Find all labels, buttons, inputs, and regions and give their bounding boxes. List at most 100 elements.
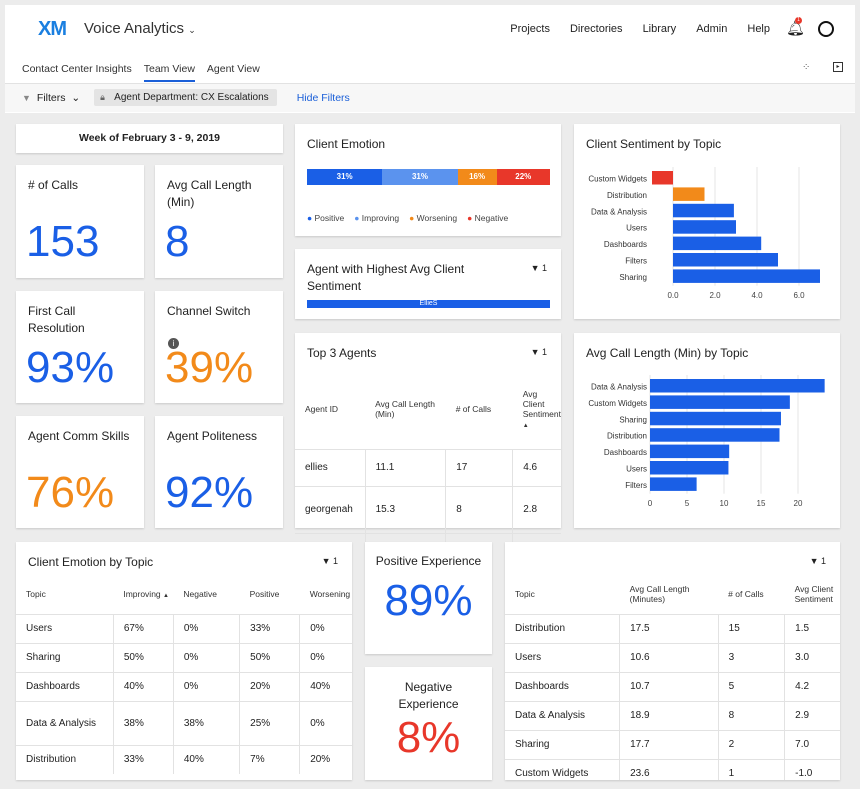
table-row[interactable]: Custom Widgets 23.6 1 -1.0 bbox=[505, 758, 840, 780]
filter-chip-label: Agent Department: CX Escalations bbox=[114, 92, 269, 103]
legend-item[interactable]: ● Negative bbox=[467, 213, 508, 223]
y-category-label: Distribution bbox=[607, 432, 647, 441]
tab-team-view[interactable]: Team View bbox=[143, 63, 195, 82]
table-cell: 50% bbox=[113, 642, 174, 672]
table-cell: 33% bbox=[239, 613, 301, 643]
table-cell: 40% bbox=[299, 671, 352, 701]
column-header[interactable]: Topic bbox=[505, 574, 620, 614]
xm-logo[interactable]: XM bbox=[38, 18, 67, 40]
legend-label: Negative bbox=[474, 213, 509, 223]
column-label: # of Calls bbox=[728, 588, 764, 599]
agent-bar: EllieS bbox=[307, 300, 550, 308]
nav-directories[interactable]: Directories bbox=[569, 23, 623, 35]
column-header[interactable]: Negative bbox=[173, 574, 239, 614]
present-icon[interactable]: ▸ bbox=[833, 62, 843, 72]
kpi-value: 153 bbox=[26, 217, 100, 266]
filter-count-button[interactable]: ▼ 1 bbox=[530, 263, 547, 273]
kpi-title: Avg Call Length (Min) bbox=[167, 178, 252, 209]
table-cell: 20% bbox=[239, 671, 301, 701]
y-category-label: Filters bbox=[625, 257, 647, 266]
column-header[interactable]: Avg Client Sentiment bbox=[785, 574, 840, 614]
card-title: Positive Experience bbox=[375, 554, 482, 568]
top-agents-card: Top 3 Agents ▼ 1 Agent ID Avg Call Length… bbox=[295, 333, 561, 561]
x-tick-label: 2.0 bbox=[709, 291, 721, 300]
highest-agent-card: Agent with Highest Avg Client Sentiment … bbox=[295, 249, 561, 319]
column-header[interactable]: Agent ID bbox=[295, 369, 365, 449]
bell-icon[interactable]: 🔔︎ bbox=[786, 20, 806, 37]
emotion-segment-negative[interactable]: 22% bbox=[496, 169, 550, 185]
info-icon[interactable]: i bbox=[168, 338, 179, 349]
table-cell: Data & Analysis bbox=[505, 700, 621, 730]
user-avatar-icon[interactable] bbox=[818, 21, 834, 37]
column-header[interactable]: Avg Call Length (Minutes) bbox=[620, 574, 719, 614]
table-row[interactable]: Sharing 17.7 2 7.0 bbox=[505, 729, 840, 759]
table-row[interactable]: Sharing 50% 0% 50% 0% bbox=[16, 642, 352, 672]
table-row[interactable]: Distribution 17.5 15 1.5 bbox=[505, 613, 840, 643]
table-row[interactable]: Distribution 33% 40% 7% 20% bbox=[16, 744, 352, 774]
y-category-label: Sharing bbox=[619, 415, 647, 424]
column-header[interactable]: Avg Call Length (Min) bbox=[365, 369, 446, 449]
density-icon[interactable]: ⁘ bbox=[802, 62, 811, 73]
table-row[interactable]: ellies 11.1 17 4.6 bbox=[295, 448, 561, 486]
table-cell: 40% bbox=[173, 744, 241, 774]
bar bbox=[650, 411, 781, 426]
card-title: Client Emotion bbox=[307, 137, 386, 151]
column-header[interactable]: # of Calls bbox=[446, 369, 513, 449]
kpi-card: # of Calls 153 bbox=[16, 165, 144, 278]
filters-dropdown[interactable]: Filters ⌄ bbox=[36, 91, 81, 104]
main-nav: Projects Directories Library Admin Help bbox=[510, 23, 770, 35]
column-label: Worsening bbox=[309, 588, 351, 599]
app-switcher[interactable]: Voice Analytics ⌄ bbox=[84, 20, 196, 37]
column-header[interactable]: Positive bbox=[240, 574, 300, 614]
emotion-segment-positive[interactable]: 31% bbox=[307, 169, 383, 185]
bar bbox=[650, 477, 697, 491]
tab-agent-view[interactable]: Agent View bbox=[206, 63, 260, 75]
table-cell: 40% bbox=[113, 671, 174, 701]
legend-item[interactable]: ● Improving bbox=[354, 213, 399, 223]
column-header[interactable]: Topic bbox=[16, 574, 113, 614]
filter-chip[interactable]: 🔒︎ Agent Department: CX Escalations bbox=[94, 89, 277, 106]
bar bbox=[673, 269, 820, 283]
lock-icon: 🔒︎ bbox=[100, 92, 105, 102]
table-row[interactable]: Data & Analysis 18.9 8 2.9 bbox=[505, 700, 840, 730]
nav-library[interactable]: Library bbox=[642, 23, 677, 35]
table-row[interactable]: georgenah 15.3 8 2.8 bbox=[295, 485, 561, 533]
column-header[interactable]: Avg Client Sentiment ▲ bbox=[513, 369, 561, 449]
table-row[interactable]: Users 67% 0% 33% 0% bbox=[16, 613, 352, 643]
table-cell: 38% bbox=[113, 700, 174, 745]
kpi-title: Agent Politeness bbox=[167, 429, 258, 443]
kpi-value: 89% bbox=[384, 576, 473, 625]
kpi-value: 8 bbox=[165, 217, 190, 266]
y-category-label: Dashboards bbox=[604, 240, 647, 249]
legend-item[interactable]: ● Worsening bbox=[409, 213, 457, 223]
nav-admin[interactable]: Admin bbox=[696, 23, 728, 35]
table-row[interactable]: Dashboards 40% 0% 20% 40% bbox=[16, 671, 352, 701]
emotion-segment-improving[interactable]: 31% bbox=[382, 169, 458, 185]
column-header[interactable]: Worsening bbox=[300, 574, 352, 614]
column-header[interactable]: # of Calls bbox=[718, 574, 784, 614]
table-cell: 33% bbox=[113, 744, 174, 774]
column-header[interactable]: Improving ▲ bbox=[113, 574, 173, 614]
nav-projects[interactable]: Projects bbox=[510, 23, 550, 35]
legend-label: Improving bbox=[361, 213, 400, 223]
filter-count-button[interactable]: ▼ 1 bbox=[530, 347, 547, 357]
y-category-label: Distribution bbox=[607, 191, 647, 200]
nav-help[interactable]: Help bbox=[747, 23, 770, 35]
y-category-label: Custom Widgets bbox=[588, 399, 647, 408]
filter-count-button[interactable]: ▼ 1 bbox=[809, 556, 826, 566]
table-cell: 5 bbox=[718, 671, 786, 701]
bar bbox=[650, 395, 790, 409]
filter-count-button[interactable]: ▼ 1 bbox=[321, 556, 338, 566]
week-label: Week of February 3 - 9, 2019 bbox=[16, 124, 283, 153]
table-cell: 10.7 bbox=[619, 671, 719, 701]
emotion-segment-worsening[interactable]: 16% bbox=[457, 169, 497, 185]
legend-item[interactable]: ● Positive bbox=[307, 213, 344, 223]
table-row[interactable]: Users 10.6 3 3.0 bbox=[505, 642, 840, 672]
hide-filters-link[interactable]: Hide Filters bbox=[296, 91, 350, 104]
tab-contact-center-insights[interactable]: Contact Center Insights bbox=[22, 63, 132, 75]
legend-dot-icon: ● bbox=[409, 213, 415, 223]
x-tick-label: 0 bbox=[648, 499, 653, 508]
table-row[interactable]: Data & Analysis 38% 38% 25% 0% bbox=[16, 700, 352, 745]
kpi-title: First Call Resolution bbox=[28, 304, 85, 335]
table-row[interactable]: Dashboards 10.7 5 4.2 bbox=[505, 671, 840, 701]
